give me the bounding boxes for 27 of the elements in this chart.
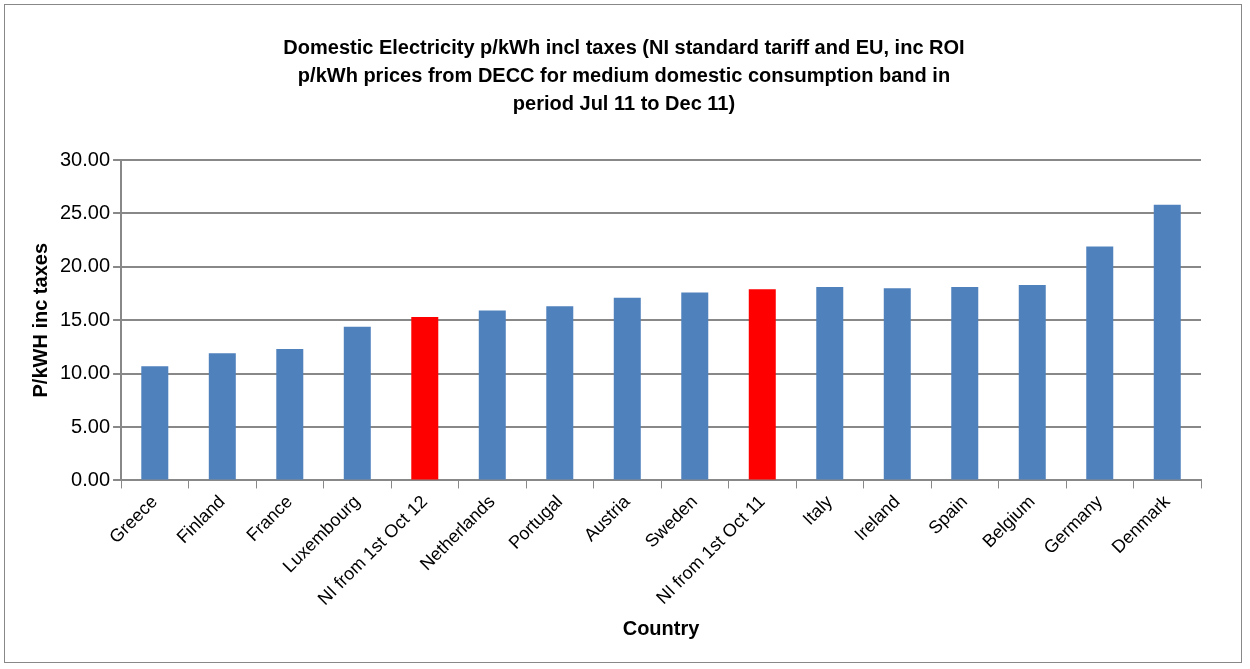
- y-tick-label: 5.00: [71, 414, 111, 437]
- chart-title: Domestic Electricity p/kWh incl taxes (NI standard tariff and EU, inc ROI p/kWh prices from DECC for medium domestic consumption band in period Jul 11 to Dec 11): [282, 35, 966, 116]
- y-tick-label: 10.00: [59, 361, 111, 384]
- bar: [816, 287, 844, 480]
- bar: [1086, 246, 1114, 480]
- bar: [411, 317, 439, 480]
- bar: [613, 297, 641, 480]
- y-tick-label: 25.00: [59, 200, 111, 223]
- y-tick-label: 0.00: [71, 467, 111, 490]
- bar: [1018, 284, 1046, 480]
- y-axis-title: P/kWH inc taxes: [28, 242, 51, 398]
- bar: [141, 366, 169, 480]
- bar: [1153, 204, 1181, 480]
- bar: [748, 289, 776, 480]
- bar: [681, 292, 709, 480]
- y-tick-label: 20.00: [59, 254, 111, 277]
- y-tick-label: 15.00: [59, 307, 111, 330]
- bar: [276, 349, 304, 480]
- bar: [343, 326, 371, 480]
- bar: [951, 287, 979, 480]
- bar: [883, 288, 911, 480]
- bar: [546, 306, 574, 480]
- y-tick-label: 30.00: [59, 147, 111, 170]
- bar: [208, 353, 236, 480]
- x-tick-label: Italy: [798, 491, 837, 529]
- bar: [478, 310, 506, 480]
- x-axis-title: Country: [622, 616, 701, 639]
